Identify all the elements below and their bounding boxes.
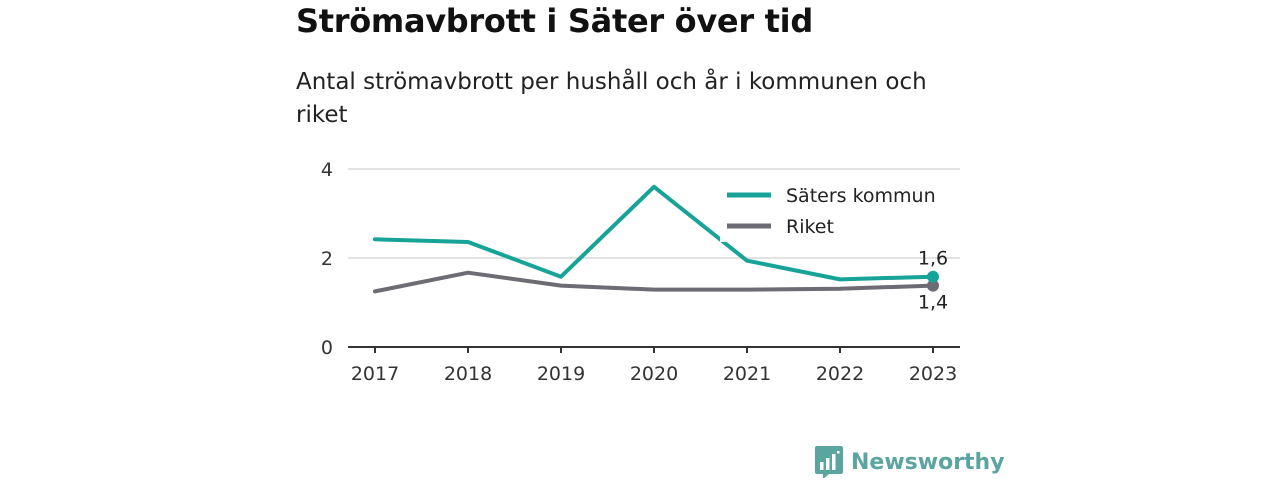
bar-chart-bubble-icon bbox=[815, 446, 843, 478]
legend-background bbox=[720, 178, 950, 242]
x-tick-label: 2022 bbox=[816, 363, 864, 385]
x-tick-label: 2018 bbox=[444, 363, 492, 385]
series-line bbox=[373, 270, 935, 294]
y-tick-label: 4 bbox=[321, 159, 333, 181]
series-end-point bbox=[927, 279, 939, 292]
y-tick-label: 0 bbox=[321, 337, 333, 359]
x-tick-label: 2017 bbox=[351, 363, 399, 385]
brand-logo: Newsworthy bbox=[815, 446, 1005, 478]
x-tick-label: 2019 bbox=[537, 363, 585, 385]
brand-name: Newsworthy bbox=[851, 449, 1005, 475]
data-label: 1,6 bbox=[918, 248, 948, 270]
x-tick-label: 2023 bbox=[909, 363, 957, 385]
chart-subtitle: Antal strömavbrott per hushåll och år i … bbox=[296, 69, 927, 128]
y-tick-label: 2 bbox=[321, 248, 333, 270]
legend-label: Riket bbox=[786, 216, 834, 238]
x-tick-label: 2021 bbox=[723, 363, 771, 385]
series-end-point bbox=[927, 270, 939, 283]
series-line bbox=[373, 184, 935, 282]
legend-label: Säters kommun bbox=[786, 185, 936, 207]
data-label: 1,4 bbox=[918, 292, 948, 314]
chart-title: Strömavbrott i Säter över tid bbox=[296, 2, 813, 40]
x-tick-label: 2020 bbox=[630, 363, 678, 385]
